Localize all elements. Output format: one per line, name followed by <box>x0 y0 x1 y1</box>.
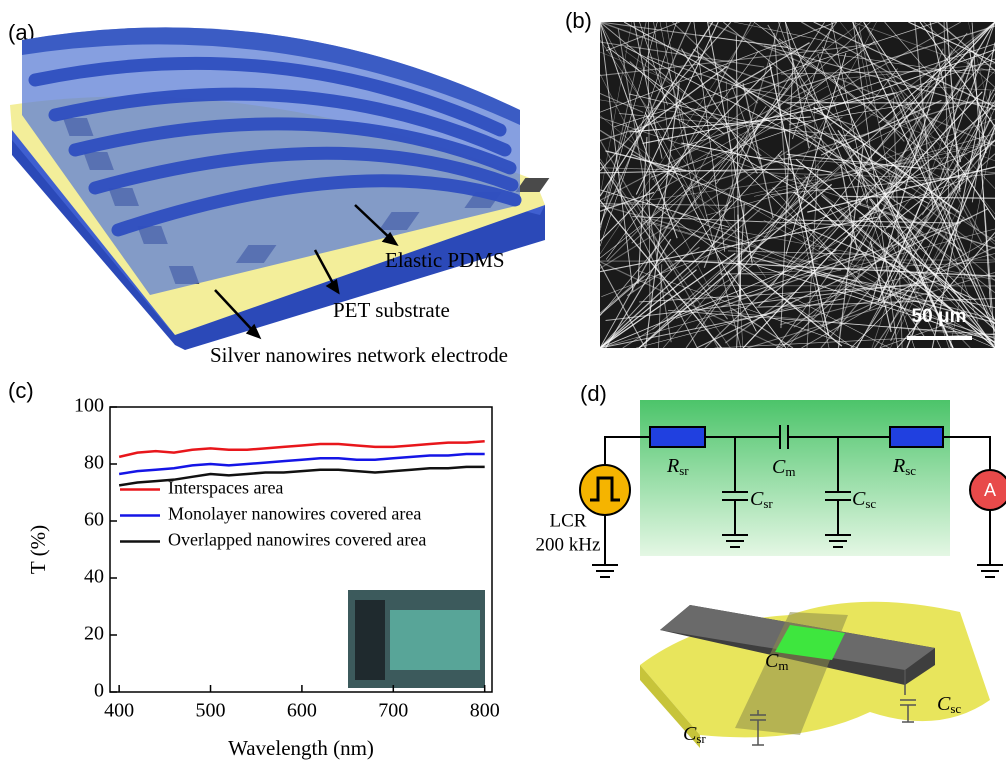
label-main: C <box>683 723 697 745</box>
source-label: 200 kHz <box>536 534 601 555</box>
label-sub: sc <box>905 463 916 478</box>
label-main: C <box>852 488 866 510</box>
panel-label: (c) <box>8 378 34 403</box>
scale-bar-label: 50 μm <box>912 306 967 327</box>
x-tick-label: 800 <box>470 700 500 722</box>
y-tick-label: 80 <box>84 452 104 474</box>
x-tick-label: 700 <box>378 700 408 722</box>
y-tick-label: 0 <box>94 680 104 702</box>
label-main: C <box>765 650 779 672</box>
label-sub: sc <box>950 701 961 716</box>
source-label: LCR <box>550 510 587 531</box>
schematic-label: Silver nanowires network electrode <box>210 343 508 367</box>
circuit: A LCR 200 kHz <box>536 400 1006 748</box>
label-sub: m <box>785 464 795 479</box>
y-axis-label: T (%) <box>26 525 50 574</box>
figure: (a) (b) (c) (d) Elastic PDMS PET substra… <box>0 0 1006 764</box>
chart: 400 500 600 700 800 0 20 40 60 80 100 Wavelength (n… <box>26 395 500 760</box>
label-main: C <box>937 693 951 715</box>
y-tick-label: 60 <box>84 509 104 531</box>
x-axis-label: Wavelength (nm) <box>228 736 374 760</box>
y-tick-label: 100 <box>74 395 104 417</box>
panel-label: (b) <box>565 8 592 33</box>
label-sub: sr <box>696 731 706 746</box>
label-main: C <box>772 456 786 478</box>
label-sub: sr <box>679 463 689 478</box>
inset-photo-stage <box>355 600 385 680</box>
panel-label: (d) <box>580 381 607 406</box>
label-main: C <box>750 488 764 510</box>
meter-label: A <box>984 480 996 500</box>
legend-label: Overlapped nanowires covered area <box>168 530 426 550</box>
schematic: Elastic PDMS PET substrate Silver nanowi… <box>0 27 549 366</box>
label-sub: m <box>778 658 788 673</box>
legend-label: Interspaces area <box>168 478 283 498</box>
x-tick-label: 600 <box>287 700 317 722</box>
x-tick-label: 500 <box>196 700 226 722</box>
legend-label: Monolayer nanowires covered area <box>168 504 421 524</box>
label-sub: sr <box>763 496 773 511</box>
y-tick-label: 40 <box>84 566 104 588</box>
schematic-label: PET substrate <box>333 298 450 322</box>
y-tick-label: 20 <box>84 623 104 645</box>
schematic-label: Elastic PDMS <box>385 248 505 272</box>
x-tick-label: 400 <box>104 700 134 722</box>
label-main: R <box>666 455 679 477</box>
label-main: R <box>892 455 905 477</box>
label-sub: sc <box>865 496 876 511</box>
inset-photo-glove <box>390 610 480 670</box>
